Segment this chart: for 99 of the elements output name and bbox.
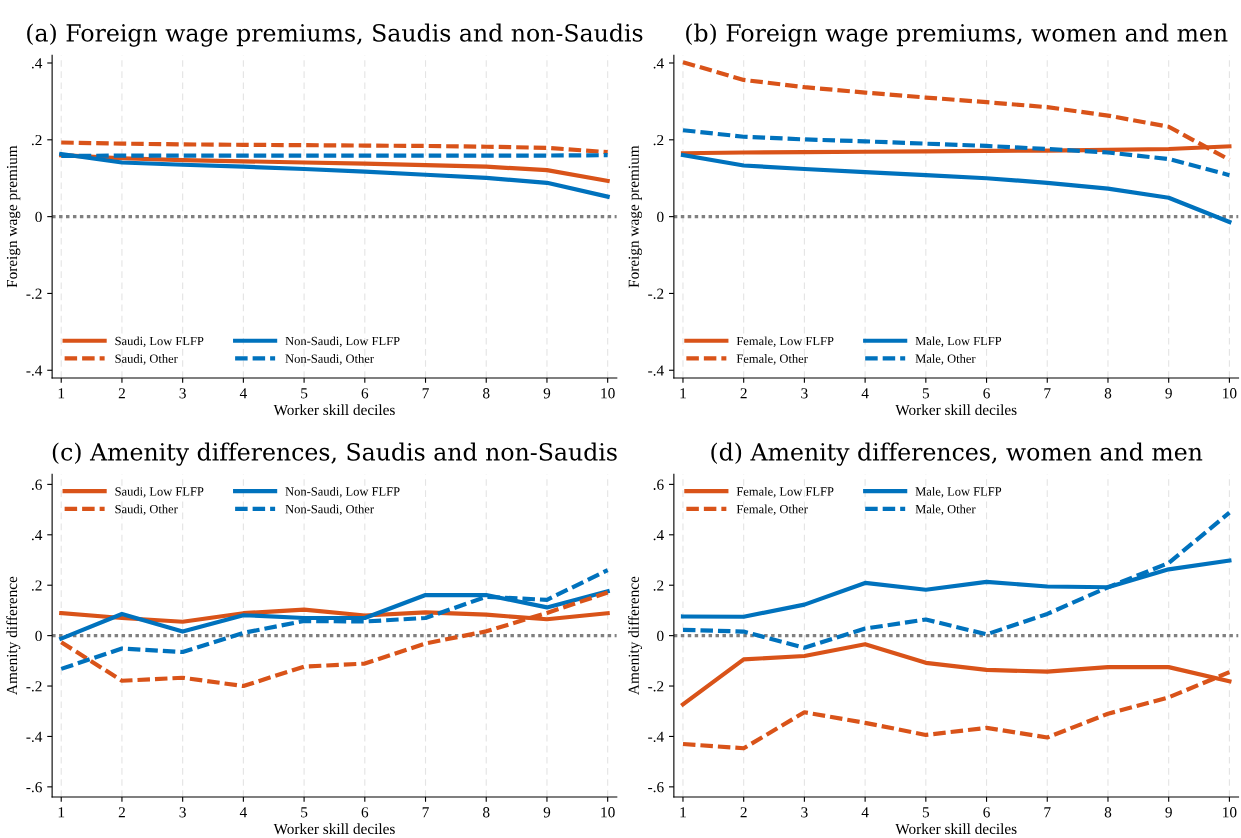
legend-label: Male, Other: [915, 504, 976, 516]
legend-label: Female, Other: [736, 504, 808, 516]
legend-label: Male, Other: [915, 354, 976, 365]
line-series: [59, 140, 610, 155]
x-tick-label: 1: [58, 807, 65, 818]
x-tick-label: 3: [179, 807, 186, 818]
line-series: [59, 590, 610, 689]
x-tick-label: 1: [680, 388, 686, 399]
x-tick-label: 5: [301, 807, 308, 818]
x-tick-label: 8: [483, 807, 490, 818]
x-axis-title: Worker skill deciles: [895, 823, 1017, 835]
x-tick-label: 8: [483, 388, 490, 399]
y-tick-label: -.4: [26, 731, 43, 742]
x-tick-label: 1: [680, 807, 686, 818]
x-tick-label: 2: [118, 807, 125, 818]
x-tick-label: 4: [861, 807, 869, 818]
y-tick-label: -.6: [648, 782, 664, 793]
y-tick-label: .2: [31, 580, 42, 591]
y-axis-title: Amenity difference: [6, 576, 21, 695]
legend-label: Female, Low FLFP: [736, 336, 834, 348]
x-tick-label: 4: [239, 388, 247, 399]
y-tick-label: -.2: [648, 288, 664, 299]
chart-title: (c) Amenity differences, Saudis and non-Saudis: [52, 442, 617, 466]
y-tick-label: .4: [653, 530, 664, 541]
legend-label: Saudi, Other: [115, 354, 178, 365]
x-tick-label: 2: [740, 807, 747, 818]
x-tick-label: 3: [801, 807, 808, 818]
y-tick-label: .6: [653, 479, 664, 490]
x-tick-label: 8: [1104, 388, 1112, 399]
y-tick-label: -.2: [26, 288, 42, 299]
x-tick-label: 6: [983, 388, 990, 399]
x-tick-label: 7: [1044, 388, 1051, 399]
legend-label: Non-Saudi, Low FLFP: [285, 336, 400, 348]
y-tick-label: -.2: [26, 681, 42, 692]
x-tick-label: 2: [118, 388, 125, 399]
legend-label: Female, Other: [736, 354, 808, 365]
y-tick-label: .2: [31, 134, 42, 146]
legend-label: Saudi, Low FLFP: [115, 336, 204, 348]
x-tick-label: 5: [922, 388, 930, 399]
x-tick-label: 9: [543, 388, 551, 399]
x-tick-label: 7: [422, 807, 429, 818]
line-series: [59, 568, 610, 671]
x-tick-label: 6: [361, 388, 369, 399]
y-tick-label: -.6: [26, 782, 42, 793]
legend-label: Non-Saudi, Low FLFP: [285, 486, 400, 498]
x-tick-label: 9: [543, 807, 551, 818]
x-tick-label: 7: [422, 388, 429, 399]
y-axis-title: Amenity difference: [627, 576, 643, 695]
x-tick-label: 4: [239, 807, 247, 818]
line-series: [680, 128, 1232, 178]
line-series: [680, 60, 1232, 162]
y-tick-label: .4: [31, 58, 43, 69]
legend-label: Male, Low FLFP: [915, 486, 1002, 498]
y-tick-label: 0: [657, 630, 664, 642]
x-tick-label: 4: [861, 388, 869, 399]
x-tick-label: 8: [1104, 807, 1112, 818]
x-tick-label: 2: [740, 388, 747, 399]
chart-title: (a) Foreign wage premiums, Saudis and non-Saudis: [27, 23, 643, 47]
x-tick-label: 9: [1165, 388, 1172, 399]
legend-label: Non-Saudi, Other: [285, 504, 374, 516]
y-tick-label: -.2: [648, 681, 664, 692]
x-tick-label: 1: [58, 388, 65, 399]
y-tick-label: 0: [35, 630, 42, 642]
x-tick-label: 10: [1223, 807, 1237, 818]
x-tick-label: 10: [601, 807, 615, 818]
x-tick-label: 6: [361, 807, 369, 818]
legend-label: Non-Saudi, Other: [285, 354, 374, 365]
y-tick-label: 0: [35, 211, 42, 223]
y-tick-label: .4: [653, 58, 664, 69]
y-tick-label: .2: [653, 134, 664, 146]
legend-label: Saudi, Other: [115, 504, 178, 516]
y-tick-label: .6: [31, 479, 42, 490]
line-series: [59, 153, 610, 183]
y-tick-label: .2: [653, 580, 664, 591]
chart-title: (b) Foreign wage premiums, women and men: [686, 23, 1228, 47]
x-tick-label: 10: [1223, 388, 1237, 399]
x-tick-label: 5: [301, 388, 308, 399]
x-tick-label: 3: [801, 388, 808, 399]
legend-label: Female, Low FLFP: [736, 486, 834, 498]
x-axis-title: Worker skill deciles: [895, 404, 1017, 416]
x-tick-label: 5: [922, 807, 930, 818]
y-axis-title: Foreign wage premium: [6, 145, 21, 288]
x-tick-label: 6: [983, 807, 990, 818]
legend-label: Saudi, Low FLFP: [115, 486, 204, 498]
y-tick-label: -.4: [26, 365, 43, 376]
x-tick-label: 7: [1044, 807, 1051, 818]
y-axis-title: Foreign wage premium: [628, 145, 643, 288]
y-tick-label: 0: [657, 211, 664, 223]
x-tick-label: 3: [179, 388, 186, 399]
x-tick-label: 10: [601, 388, 615, 399]
x-axis-title: Worker skill deciles: [273, 823, 395, 835]
y-tick-label: -.4: [648, 731, 664, 742]
y-tick-label: -.4: [648, 365, 664, 376]
legend-label: Male, Low FLFP: [915, 336, 1002, 348]
y-tick-label: .4: [31, 530, 43, 541]
x-axis-title: Worker skill deciles: [273, 404, 395, 416]
x-tick-label: 9: [1165, 807, 1172, 818]
chart-title: (d) Amenity differences, women and men: [711, 442, 1203, 466]
line-series: [680, 153, 1232, 225]
